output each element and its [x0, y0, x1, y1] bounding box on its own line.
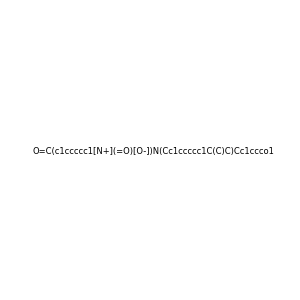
Text: O=C(c1ccccc1[N+](=O)[O-])N(Cc1ccccc1C(C)C)Cc1ccco1: O=C(c1ccccc1[N+](=O)[O-])N(Cc1ccccc1C(C)…	[33, 147, 275, 156]
